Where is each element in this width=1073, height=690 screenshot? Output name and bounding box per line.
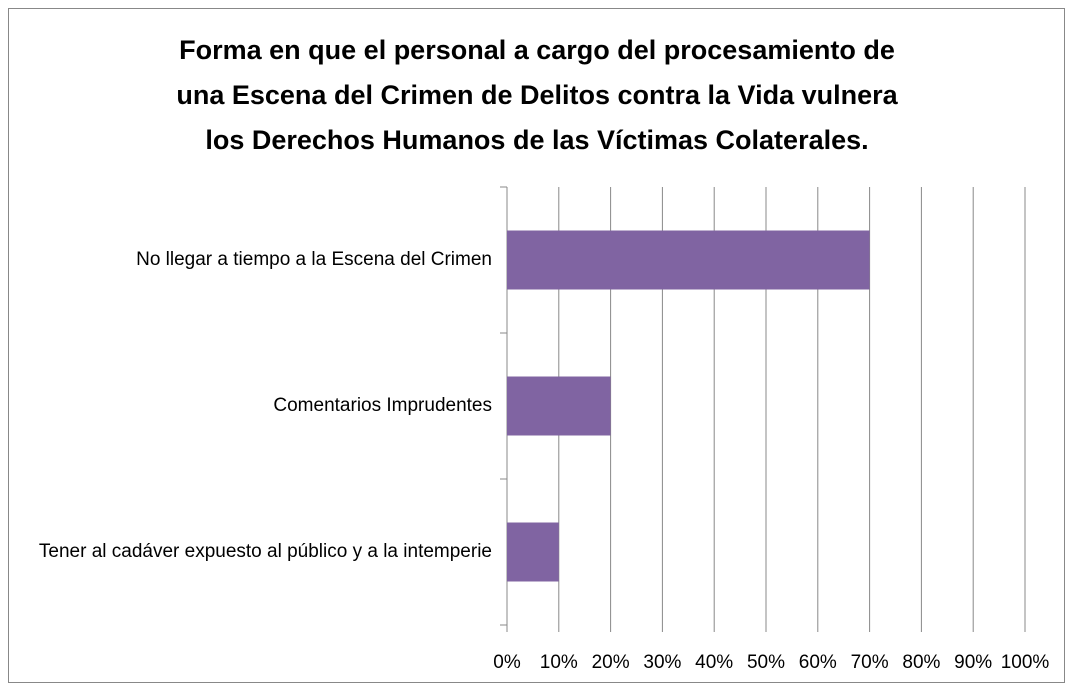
- y-tick-label-box: Comentarios Imprudentes: [14, 393, 492, 419]
- x-tick-label: 60%: [799, 652, 837, 673]
- x-tick-label: 30%: [643, 652, 681, 673]
- y-tick-label-box: No llegar a tiempo a la Escena del Crime…: [14, 247, 492, 273]
- x-tick-label: 20%: [592, 652, 630, 673]
- x-tick-label: 40%: [695, 652, 733, 673]
- y-tick-label: Comentarios Imprudentes: [273, 395, 492, 416]
- y-tick-label: Tener al cadáver expuesto al público y a…: [38, 541, 492, 562]
- bar: [507, 522, 559, 582]
- x-tick-label: 80%: [902, 652, 940, 673]
- chart-title: Forma en que el personal a cargo del pro…: [179, 35, 895, 65]
- y-tick-label-box: Tener al cadáver expuesto al público y a…: [14, 539, 492, 565]
- chart-title: los Derechos Humanos de las Víctimas Col…: [205, 125, 868, 155]
- bar: [507, 376, 611, 436]
- x-tick-label: 90%: [954, 652, 992, 673]
- x-tick-label: 70%: [851, 652, 889, 673]
- x-tick-label: 0%: [493, 652, 521, 673]
- x-tick-label: 100%: [1001, 652, 1050, 673]
- x-tick-label: 10%: [540, 652, 578, 673]
- x-tick-label: 50%: [747, 652, 785, 673]
- y-tick-label: No llegar a tiempo a la Escena del Crime…: [136, 249, 492, 270]
- chart-title: una Escena del Crimen de Delitos contra …: [176, 80, 898, 110]
- bar: [507, 230, 870, 290]
